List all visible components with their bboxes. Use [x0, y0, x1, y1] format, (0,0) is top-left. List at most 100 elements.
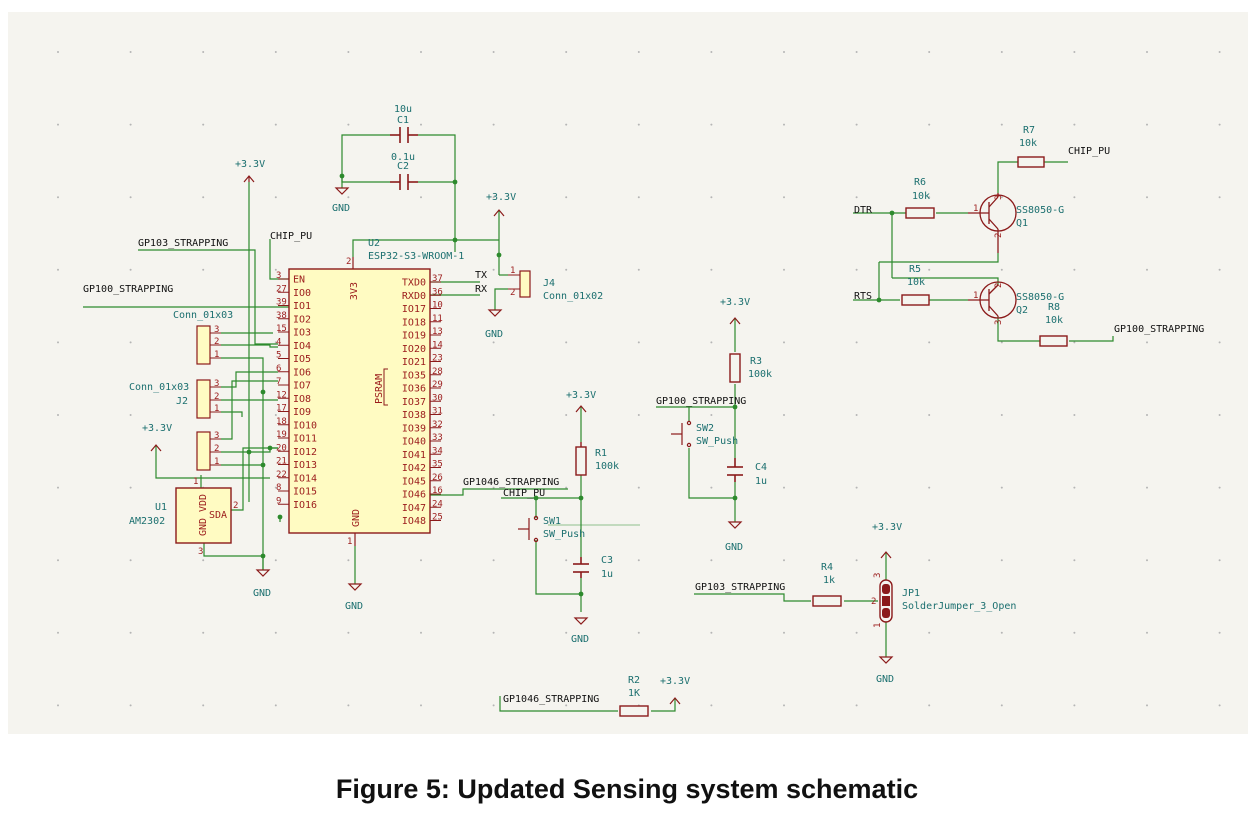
gnd-label-3: GND	[253, 588, 271, 599]
grid-dot	[637, 123, 640, 126]
capacitor-c4	[727, 458, 743, 482]
grid-dot	[1218, 414, 1221, 416]
grid-dot	[565, 51, 568, 53]
u2-pin-name: TXD0	[402, 278, 426, 289]
u2-pin-name: IO12	[293, 447, 317, 458]
grid-dots	[57, 51, 1221, 707]
c4-ref: C4	[755, 462, 767, 473]
grid-dot	[347, 196, 350, 199]
conn-bot-pin-1: 1	[214, 457, 219, 467]
sensor-u1: VDD GND SDA 1 2 3 U1 AM2302	[129, 477, 238, 557]
grid-dot	[1146, 414, 1148, 416]
u2-pin-number: 11	[432, 314, 443, 324]
u2-pin-name: IO13	[293, 460, 317, 471]
grid-dot	[637, 631, 640, 634]
grid-dot	[420, 51, 422, 53]
v33-label-3: +3.3V	[142, 423, 172, 434]
grid-dot	[710, 559, 713, 562]
grid-dot	[1000, 341, 1003, 344]
u2-pin-number: 14	[432, 340, 443, 350]
grid-dot	[202, 123, 205, 126]
u2-pin-number: 29	[432, 380, 443, 390]
grid-dot	[855, 268, 858, 271]
grid-dot	[565, 341, 568, 344]
r8-value: 10k	[1045, 315, 1063, 326]
jp1-value: SolderJumper_3_Open	[902, 601, 1016, 612]
u2-pin-name: IO0	[293, 288, 311, 299]
grid-dot	[637, 268, 640, 271]
u2-pin-number: 32	[432, 420, 443, 430]
u2-pin-name: IO4	[293, 341, 311, 352]
j4-value: Conn_01x02	[543, 291, 603, 302]
grid-dot	[710, 123, 713, 126]
grid-dot	[928, 341, 931, 344]
u1-gnd: GND	[198, 518, 209, 536]
grid-dot	[420, 123, 422, 126]
r4-value: 1k	[823, 575, 835, 586]
grid-dot	[1218, 196, 1221, 199]
r7-value: 10k	[1019, 138, 1037, 149]
grid-dot	[783, 51, 785, 53]
grid-dot	[492, 51, 495, 53]
c3-ref: C3	[601, 555, 613, 566]
netlabel-gp103: GP103_STRAPPING	[138, 238, 228, 249]
u2-pin-name: IO9	[293, 407, 311, 418]
netlabel-gp1046: GP1046_STRAPPING	[463, 477, 559, 488]
j4-ref: J4	[543, 278, 555, 289]
sw2-value: SW_Push	[696, 436, 738, 447]
u2-ref: U2	[368, 238, 380, 249]
r2-ref: R2	[628, 675, 640, 686]
grid-dot	[1073, 631, 1076, 634]
u2-pin-number: 33	[432, 433, 443, 443]
grid-dot	[1146, 123, 1148, 126]
grid-dot	[57, 704, 59, 707]
u2-pin-name: IO36	[402, 384, 426, 395]
netlabel-rts: RTS	[854, 291, 872, 302]
c3-value: 1u	[601, 569, 613, 580]
u2-pin-name: IO10	[293, 420, 317, 431]
grid-dot	[129, 704, 132, 707]
c4-value: 1u	[755, 476, 767, 487]
grid-dot	[928, 704, 931, 707]
grid-dot	[710, 486, 713, 489]
v33-label-1: +3.3V	[235, 159, 265, 170]
j2-ref: J2	[176, 396, 188, 407]
r5-ref: R5	[909, 264, 921, 275]
r4-ref: R4	[821, 562, 833, 573]
grid-dot	[710, 341, 713, 344]
grid-dot	[1146, 341, 1148, 344]
grid-dot	[492, 559, 495, 562]
grid-dot	[1073, 559, 1076, 562]
u2-pin-name: IO16	[293, 500, 317, 511]
grid-dot	[274, 704, 277, 707]
grid-dot	[274, 268, 277, 271]
grid-dot	[57, 414, 59, 416]
grid-dot	[57, 559, 59, 562]
resistor-r8	[1039, 335, 1068, 347]
netlabel-gp100-3: GP100_STRAPPING	[1114, 324, 1204, 335]
grid-dot	[1218, 486, 1221, 489]
u1-ref: U1	[155, 502, 167, 513]
u2-pin-name: IO48	[402, 516, 426, 527]
u2-pin-name: IO7	[293, 381, 311, 392]
jp1-pin-3: 3	[873, 573, 883, 578]
c1-value: 10u	[394, 104, 412, 115]
j2-value: Conn_01x03	[129, 382, 189, 393]
u1-pin-3: 3	[198, 547, 203, 557]
grid-dot	[1000, 51, 1003, 53]
u2-pin-name: IO21	[402, 357, 426, 368]
grid-dot	[1000, 414, 1003, 416]
u2-pin-name: IO17	[402, 304, 426, 315]
grid-dot	[129, 341, 132, 344]
r8-ref: R8	[1048, 302, 1060, 313]
u2-pin-number: 20	[276, 443, 287, 453]
grid-dot	[1146, 51, 1148, 53]
u2-pin-number: 31	[432, 407, 443, 417]
u2-pin-number: 13	[432, 327, 443, 337]
r6-ref: R6	[914, 177, 926, 188]
grid-dot	[1000, 486, 1003, 489]
grid-dot	[565, 196, 568, 199]
grid-dot	[57, 196, 59, 199]
q2-value: SS8050-G	[1016, 292, 1064, 303]
